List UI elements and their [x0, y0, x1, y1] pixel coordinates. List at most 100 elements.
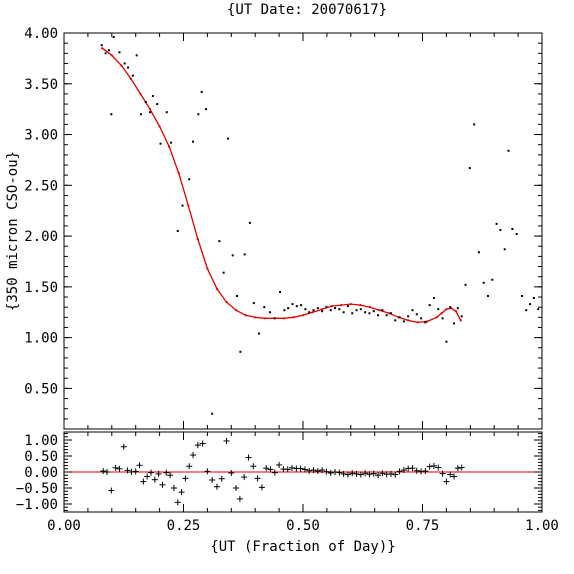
residual-point [213, 483, 220, 490]
residual-point [344, 471, 351, 478]
data-point [269, 311, 272, 314]
residual-point [136, 462, 143, 469]
residual-point [100, 468, 107, 475]
data-point [176, 230, 179, 232]
x-axis-label: {UT (Fraction of Day)} [210, 539, 395, 555]
fit-marker [321, 308, 324, 311]
residual-point [250, 463, 257, 470]
residual-point [284, 466, 291, 473]
data-point [468, 167, 471, 170]
residual-point [375, 472, 382, 479]
data-point [507, 149, 510, 152]
fit-marker [440, 312, 443, 315]
residual-point [128, 469, 135, 475]
fit-marker [426, 320, 429, 323]
residual-point [170, 485, 177, 491]
fit-marker [254, 316, 257, 319]
residual-point [458, 464, 465, 471]
residual-point [186, 463, 193, 470]
data-point [283, 309, 286, 312]
data-point [424, 321, 427, 324]
data-point [338, 308, 341, 311]
residual-point [435, 464, 442, 471]
fit-marker [148, 108, 152, 111]
fit-marker [120, 64, 123, 67]
fit-marker [139, 92, 142, 96]
data-point [520, 294, 523, 297]
residual-point [366, 471, 373, 478]
residual-point [336, 469, 343, 476]
residual-point [140, 478, 147, 485]
residual-y-tick-label: −0.50 [16, 481, 58, 497]
residual-point [319, 467, 326, 474]
data-point [236, 294, 239, 297]
upper-plot-panel: 4.00 3.50 3.00 2.50 2.00 1.50 1.00 0.50 {350 mi… [5, 26, 543, 430]
y-tick-label: 1.00 [24, 331, 58, 347]
data-point [156, 103, 159, 106]
data-point [529, 303, 532, 306]
y-tick-label: 1.50 [24, 280, 58, 296]
residual-point [379, 470, 386, 477]
data-point [499, 228, 502, 231]
residual-points [100, 437, 465, 506]
data-point [151, 94, 154, 97]
residual-point [422, 468, 429, 475]
upper-y-axis-label: {350 micron CSO-ou} [5, 151, 21, 311]
y-tick-label: 3.00 [24, 128, 58, 144]
residual-point [155, 470, 162, 477]
data-point [291, 303, 294, 306]
data-point [252, 302, 255, 305]
data-point [402, 320, 405, 323]
residual-point [267, 466, 274, 473]
measurement-points [100, 36, 540, 415]
data-point [211, 412, 214, 415]
fit-marker [407, 319, 410, 322]
fit-marker [196, 238, 199, 241]
data-point [325, 306, 328, 309]
data-point [364, 311, 367, 314]
data-point [477, 251, 480, 254]
data-point [135, 54, 138, 57]
x-tick-label: 0.75 [406, 518, 440, 534]
y-tick-label: 0.50 [24, 381, 58, 397]
data-point [486, 294, 489, 297]
data-point [420, 317, 423, 320]
data-point [495, 222, 498, 225]
residual-point [447, 471, 454, 478]
residual-point [174, 499, 181, 506]
upper-x-ticks [63, 33, 543, 429]
fit-marker [454, 310, 458, 313]
residual-point [112, 464, 119, 471]
data-point [312, 309, 315, 312]
data-point [112, 36, 115, 39]
residual-point [387, 470, 394, 477]
residual-point [263, 465, 270, 472]
residual-point [218, 475, 225, 482]
fit-marker [187, 204, 190, 207]
residual-point [409, 465, 416, 472]
residual-point [228, 469, 235, 476]
data-point [368, 312, 371, 315]
residual-point [108, 487, 115, 494]
data-point [525, 309, 528, 312]
data-point [482, 281, 485, 284]
residual-point [443, 478, 450, 485]
data-point [385, 314, 388, 317]
data-point [131, 74, 134, 77]
residual-point [439, 470, 446, 477]
data-point [248, 221, 251, 224]
fit-marker [387, 312, 391, 315]
data-point [181, 204, 184, 207]
residual-point [223, 437, 230, 444]
residual-point [151, 476, 158, 483]
residual-point [426, 463, 433, 470]
data-point [165, 111, 168, 114]
residual-point [451, 473, 458, 480]
data-point [295, 305, 298, 308]
upper-y-ticks: 4.00 3.50 3.00 2.50 2.00 1.50 1.00 0.50 [24, 26, 542, 430]
x-tick-label: 1.00 [525, 518, 559, 534]
residual-point [159, 481, 166, 488]
residual-point [163, 469, 170, 476]
